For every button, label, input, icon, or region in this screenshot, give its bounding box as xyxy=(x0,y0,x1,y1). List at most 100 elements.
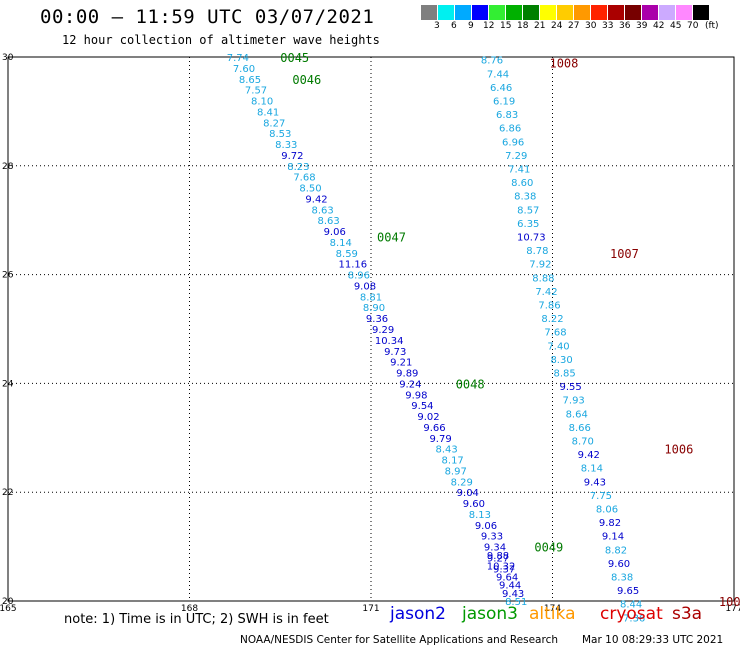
pass-time-label: 1007 xyxy=(610,247,639,261)
y-tick-label: 28 xyxy=(2,162,14,172)
color-scale-label: 27 xyxy=(568,21,580,31)
wave-height-point: 9.42 xyxy=(578,450,600,461)
x-tick-label: 174 xyxy=(544,604,561,614)
wave-height-point: 8.64 xyxy=(566,409,588,420)
color-scale-cell xyxy=(642,5,659,20)
wave-height-point: 7.60 xyxy=(233,64,255,75)
y-tick-label: 26 xyxy=(2,271,14,281)
chart-subtitle: 12 hour collection of altimeter wave hei… xyxy=(62,33,380,47)
wave-height-point: 8.41 xyxy=(257,107,279,118)
wave-height-point: 8.38 xyxy=(514,192,536,203)
wave-height-point: 8.23 xyxy=(287,162,309,173)
wave-height-point: 8.85 xyxy=(553,369,575,380)
wave-height-point: 9.06 xyxy=(475,521,497,532)
color-scale-label: 36 xyxy=(619,21,631,31)
color-scale-cell xyxy=(676,5,693,20)
color-scale-bar xyxy=(421,5,710,20)
color-scale-cell xyxy=(438,5,455,20)
wave-height-point: 10.34 xyxy=(375,336,404,347)
wave-height-point: 9.43 xyxy=(584,477,606,488)
wave-height-point: 9.89 xyxy=(396,369,418,380)
wave-height-point: 7.86 xyxy=(538,301,560,312)
wave-height-point: 7.92 xyxy=(529,260,551,271)
legend-jason2: jason2 xyxy=(390,604,446,624)
wave-height-point: 8.88 xyxy=(532,273,554,284)
wave-height-point: 6.96 xyxy=(502,137,524,148)
wave-height-point: 9.72 xyxy=(281,151,303,162)
legend-s3a: s3a xyxy=(672,604,703,624)
color-scale-cell xyxy=(574,5,591,20)
wave-height-point: 7.40 xyxy=(547,341,569,352)
wave-height-point: 9.60 xyxy=(463,499,485,510)
wave-height-point: 6.86 xyxy=(499,124,521,135)
pass-time-label: 1005 xyxy=(719,595,740,609)
color-scale-cell xyxy=(489,5,506,20)
wave-height-point: 8.63 xyxy=(311,205,333,216)
x-tick-label: 165 xyxy=(0,604,17,614)
wave-height-point: 8.65 xyxy=(239,75,261,86)
color-scale-label: 21 xyxy=(534,21,546,31)
wave-height-point: 9.42 xyxy=(305,194,327,205)
color-scale-cell xyxy=(472,5,489,20)
wave-height-point: 9.82 xyxy=(599,518,621,529)
wave-height-point: 9.02 xyxy=(417,412,439,423)
wave-height-point: 9.37 xyxy=(493,564,515,575)
wave-height-point: 7.41 xyxy=(508,165,530,176)
y-tick-label: 30 xyxy=(2,53,14,63)
wave-height-point: 8.63 xyxy=(318,216,340,227)
wave-height-point: 8.13 xyxy=(469,510,491,521)
wave-height-point: 8.76 xyxy=(481,56,503,67)
wave-height-point: 9.88 xyxy=(487,551,509,562)
wave-height-point: 8.96 xyxy=(348,271,370,282)
wave-height-point: 7.68 xyxy=(544,328,566,339)
wave-height-point: 8.53 xyxy=(269,129,291,140)
wave-height-point: 9.33 xyxy=(481,532,503,543)
wave-height-point: 8.30 xyxy=(550,355,572,366)
wave-height-point: 8.78 xyxy=(526,246,548,257)
wave-height-point: 8.06 xyxy=(596,505,618,516)
wave-height-point: 8.27 xyxy=(263,118,285,129)
color-scale-label: 30 xyxy=(585,21,597,31)
color-scale-cell xyxy=(625,5,642,20)
pass-time-label: 1008 xyxy=(549,56,578,70)
color-scale-label: 33 xyxy=(602,21,614,31)
pass-time-label: 0047 xyxy=(377,231,406,245)
color-scale-labels: 3 6 9 12 15 18 21 24 27 30 33 36 39 42 45 70 (ft) xyxy=(421,21,740,33)
wave-height-point: 9.66 xyxy=(423,423,445,434)
chart-title: 00:00 – 11:59 UTC 03/07/2021 xyxy=(40,6,375,28)
color-scale-label: 9 xyxy=(468,21,474,31)
y-tick-label: 20 xyxy=(2,597,14,607)
color-scale-label: 42 xyxy=(653,21,665,31)
wave-height-point: 7.68 xyxy=(293,173,315,184)
wave-height-point: 9.64 xyxy=(496,573,518,584)
color-scale-label: 3 xyxy=(434,21,440,31)
color-scale-cell xyxy=(608,5,625,20)
color-scale-label: 45 xyxy=(670,21,682,31)
credit-line: NOAA/NESDIS Center for Satellite Applica… xyxy=(240,634,558,646)
wave-height-point: 8.43 xyxy=(435,445,457,456)
wave-height-point: 7.93 xyxy=(563,396,585,407)
color-scale-cell xyxy=(421,5,438,20)
wave-height-point: 9.43 xyxy=(502,589,524,600)
color-scale-label: 24 xyxy=(551,21,563,31)
wave-height-point: 9.73 xyxy=(384,347,406,358)
wave-height-point: 8.59 xyxy=(336,249,358,260)
generated-timestamp: Mar 10 08:29:33 UTC 2021 xyxy=(582,634,724,646)
y-tick-label: 22 xyxy=(2,488,13,498)
wave-height-point: 6.46 xyxy=(490,83,512,94)
pass-time-label: 0045 xyxy=(280,51,309,65)
wave-height-point: 8.44 xyxy=(620,600,642,611)
x-tick-label: 177 xyxy=(725,604,740,614)
color-scale-cell xyxy=(591,5,608,20)
wave-height-point: 9.04 xyxy=(457,488,479,499)
wave-height-point: 6.19 xyxy=(493,97,515,108)
color-scale-unit: (ft) xyxy=(705,21,719,31)
wave-height-point: 8.10 xyxy=(251,97,273,108)
color-scale-label: 6 xyxy=(451,21,457,31)
wave-height-point: 8.90 xyxy=(363,303,385,314)
color-scale-cell xyxy=(455,5,472,20)
wave-height-point: 9.79 xyxy=(429,434,451,445)
color-scale-label: 12 xyxy=(483,21,495,31)
color-scale-label: 15 xyxy=(500,21,512,31)
